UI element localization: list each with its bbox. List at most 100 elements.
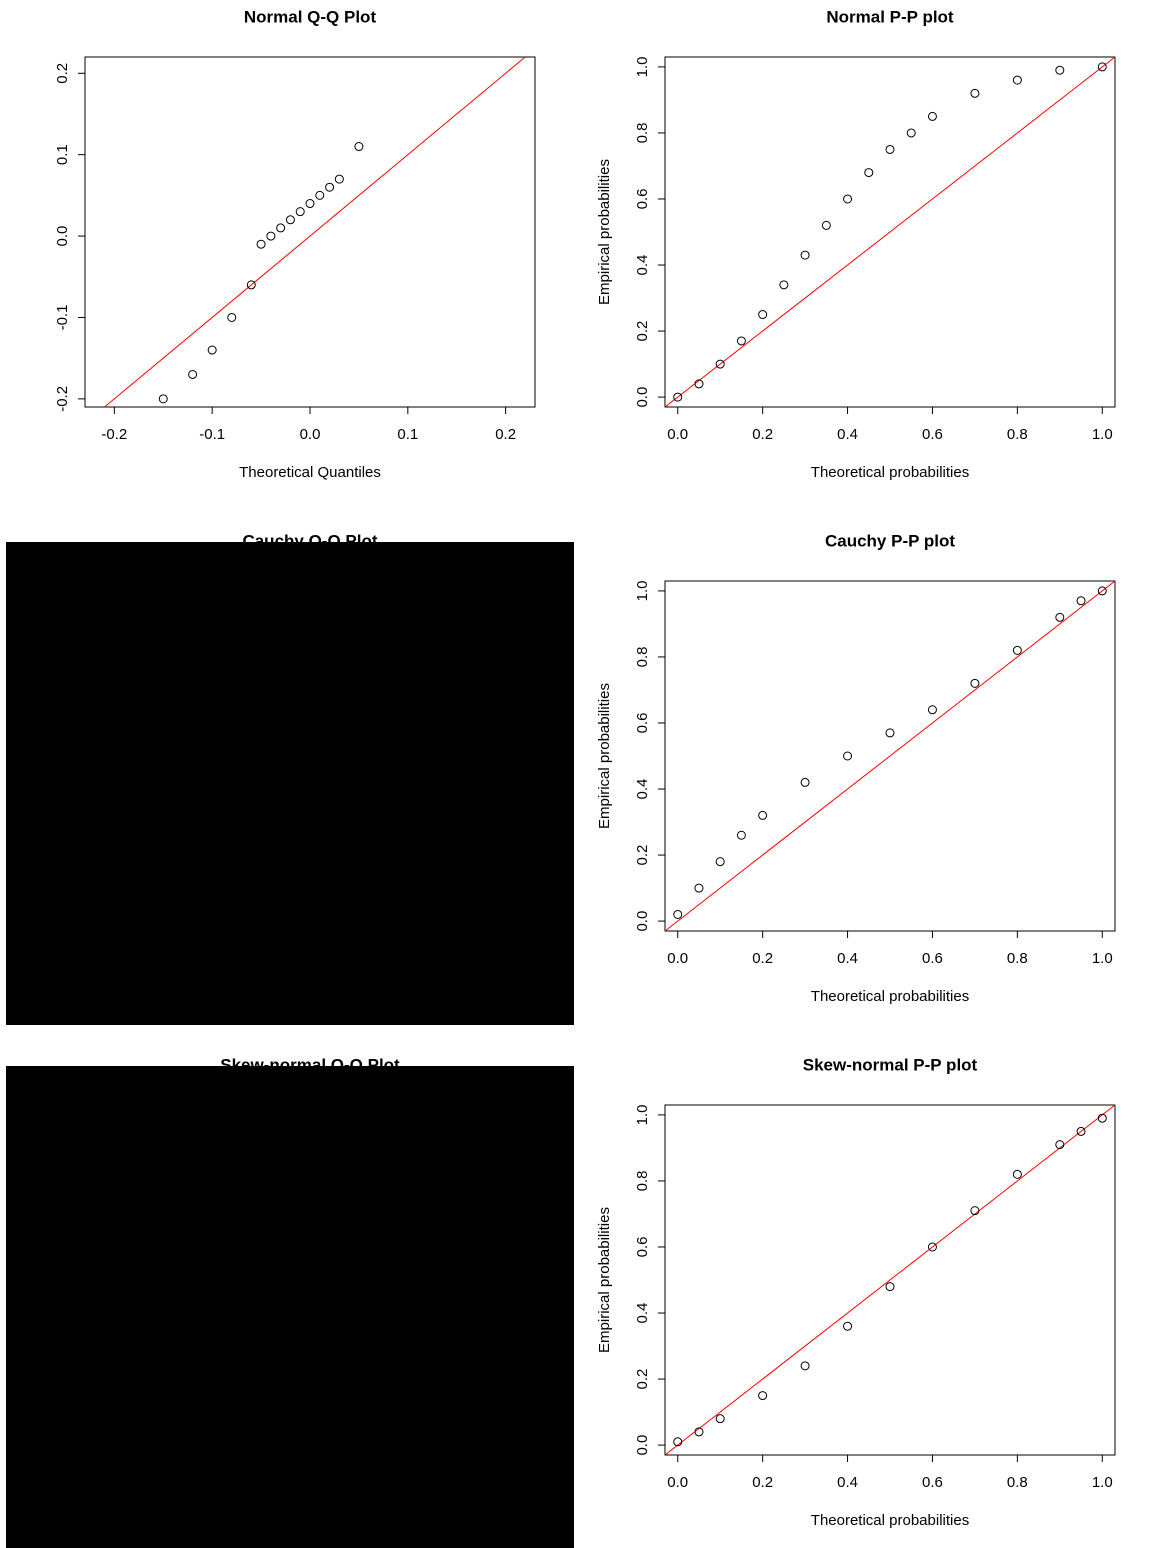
- point: [1012, 1169, 1022, 1179]
- point: [334, 174, 344, 184]
- point: [354, 142, 364, 152]
- plot-frame: [664, 1104, 1116, 1456]
- x-tick-label: 0.2: [752, 950, 773, 967]
- point: [295, 207, 305, 217]
- y-tick-label: -0.2: [54, 386, 71, 412]
- point: [970, 678, 980, 688]
- x-tick-label: 1.0: [1092, 426, 1113, 443]
- x-tick-label: 1.0: [1092, 950, 1113, 967]
- point: [188, 369, 198, 379]
- y-tick-label: 0.2: [634, 321, 651, 342]
- point: [673, 1437, 683, 1447]
- x-axis-label: Theoretical probabilities: [811, 988, 969, 1005]
- point: [1012, 75, 1022, 85]
- point: [315, 190, 325, 200]
- reference-line: [664, 1104, 1116, 1456]
- point: [758, 810, 768, 820]
- point: [246, 280, 256, 290]
- y-tick-label: 0.6: [634, 713, 651, 734]
- point: [800, 777, 810, 787]
- point: [227, 312, 237, 322]
- y-tick-label: 0.2: [54, 63, 71, 84]
- x-axis-label: Theoretical probabilities: [811, 464, 969, 481]
- y-tick-label: 0.6: [634, 1237, 651, 1258]
- point: [1097, 1113, 1107, 1123]
- x-tick-label: 0.4: [837, 426, 858, 443]
- y-tick-label: 0.6: [634, 189, 651, 210]
- x-tick-label: 0.8: [1007, 1474, 1028, 1491]
- x-tick-label: 0.2: [752, 426, 773, 443]
- y-axis-label: Empirical probabilities: [596, 159, 613, 305]
- point: [1076, 1126, 1086, 1136]
- y-tick-label: 0.8: [634, 123, 651, 144]
- chart-title: Cauchy P-P plot: [825, 531, 955, 550]
- point: [1097, 586, 1107, 596]
- y-axis-label: Empirical probabilities: [596, 1207, 613, 1353]
- point: [843, 194, 853, 204]
- point: [673, 392, 683, 402]
- y-tick-label: 0.4: [634, 255, 651, 276]
- point: [207, 345, 217, 355]
- x-tick-label: 0.8: [1007, 426, 1028, 443]
- plot-frame: [84, 56, 536, 408]
- y-tick-label: 0.2: [634, 845, 651, 866]
- point: [694, 379, 704, 389]
- point: [970, 88, 980, 98]
- point: [694, 883, 704, 893]
- y-tick-label: 1.0: [634, 56, 651, 77]
- y-tick-label: 0.0: [634, 911, 651, 932]
- x-tick-label: 0.0: [667, 426, 688, 443]
- y-tick-label: 0.8: [634, 1171, 651, 1192]
- x-tick-label: 0.8: [1007, 950, 1028, 967]
- point: [285, 215, 295, 225]
- chart-title: Normal Q-Q Plot: [244, 7, 377, 26]
- point: [800, 250, 810, 260]
- point: [256, 239, 266, 249]
- reference-line: [664, 580, 1116, 932]
- x-axis-label: Theoretical probabilities: [811, 1512, 969, 1529]
- obscured-region: [6, 1066, 574, 1548]
- point: [736, 336, 746, 346]
- x-tick-label: -0.2: [101, 426, 127, 443]
- chart-title: Skew-normal P-P plot: [803, 1055, 978, 1074]
- point: [1076, 596, 1086, 606]
- x-tick-label: 0.1: [397, 426, 418, 443]
- y-tick-label: 0.0: [634, 387, 651, 408]
- point: [970, 1206, 980, 1216]
- x-tick-label: 1.0: [1092, 1474, 1113, 1491]
- point: [1097, 62, 1107, 72]
- point: [885, 1282, 895, 1292]
- point: [325, 182, 335, 192]
- x-tick-label: 0.4: [837, 950, 858, 967]
- y-axis-label: Empirical probabilities: [596, 683, 613, 829]
- point: [885, 728, 895, 738]
- point: [276, 223, 286, 233]
- y-tick-label: 0.0: [54, 226, 71, 247]
- chart-title: Normal P-P plot: [826, 7, 954, 26]
- y-tick-label: 1.0: [634, 1104, 651, 1125]
- point: [266, 231, 276, 241]
- plot-frame: [664, 56, 1116, 408]
- point: [864, 168, 874, 178]
- x-tick-label: 0.6: [922, 1474, 943, 1491]
- point: [821, 220, 831, 230]
- point: [715, 1414, 725, 1424]
- point: [1055, 1140, 1065, 1150]
- x-tick-label: 0.0: [300, 426, 321, 443]
- point: [927, 1242, 937, 1252]
- reference-line: [104, 56, 526, 408]
- y-tick-label: 0.4: [634, 779, 651, 800]
- x-tick-label: 0.0: [667, 1474, 688, 1491]
- point: [779, 280, 789, 290]
- point: [305, 199, 315, 209]
- x-tick-label: 0.4: [837, 1474, 858, 1491]
- point: [927, 705, 937, 715]
- x-tick-label: -0.1: [199, 426, 225, 443]
- point: [158, 394, 168, 404]
- x-axis-label: Theoretical Quantiles: [239, 464, 381, 481]
- point: [800, 1361, 810, 1371]
- point: [843, 751, 853, 761]
- point: [927, 111, 937, 121]
- plot-frame: [664, 580, 1116, 932]
